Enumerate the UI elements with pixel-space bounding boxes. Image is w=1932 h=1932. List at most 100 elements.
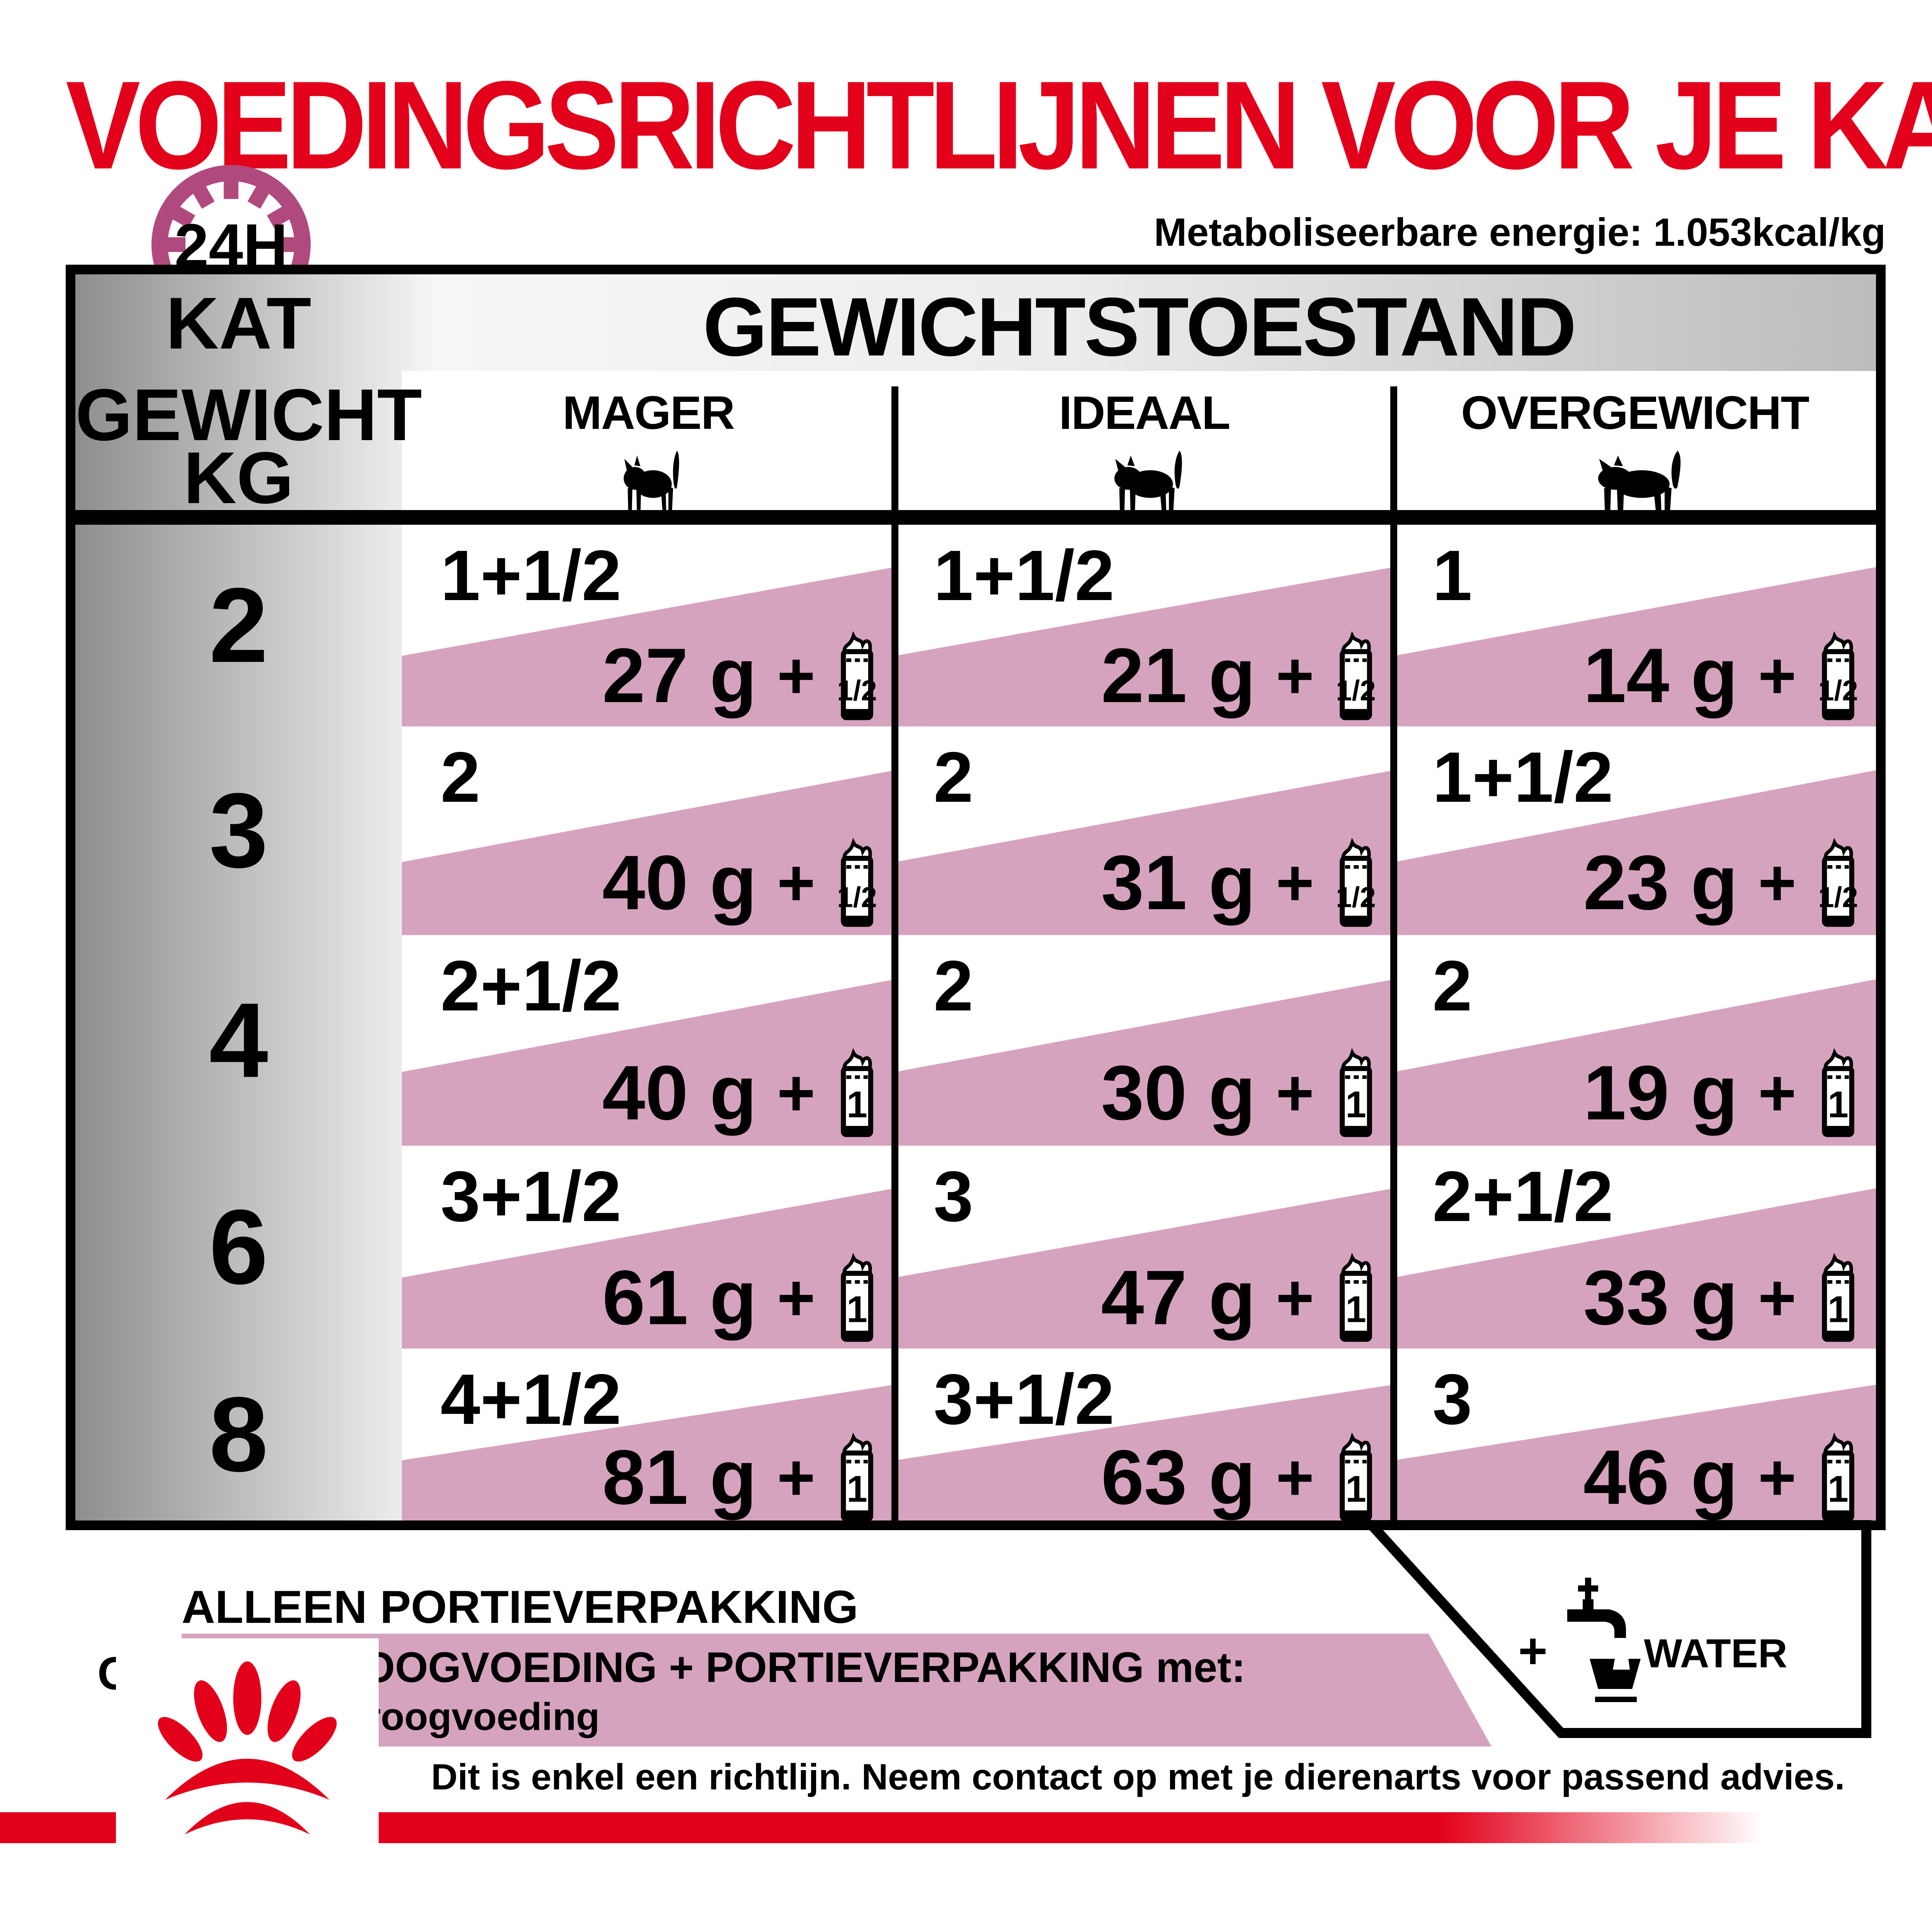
water-plus-sign: + [1518, 1622, 1548, 1679]
feeding-cell: 2+1/2 40 g + 1 [402, 935, 895, 1146]
mix-amount: 19 g + 1 [1583, 1044, 1860, 1141]
pouch-count: 4+1/2 [440, 1360, 622, 1439]
table-row: 6 3+1/2 61 g + 1 3 47 g + [75, 1146, 1876, 1349]
water-tap-icon [1567, 1578, 1641, 1702]
pouch-sachet-icon: 1 [1340, 1253, 1372, 1342]
pouch-sachet-icon: 1/2 [1818, 631, 1858, 720]
mix-amount: 23 g + 1/2 [1583, 835, 1860, 931]
weight-condition-column: MAGER [402, 371, 895, 525]
column-divider [1390, 386, 1397, 1520]
feeding-cell: 4+1/2 81 g + 1 [402, 1349, 895, 1522]
dry-grams: 63 g [1101, 1434, 1256, 1520]
water-label: WATER [1644, 1631, 1787, 1676]
pouch-sachet-icon: 1 [841, 1048, 873, 1137]
sachet-count: 1 [1828, 1084, 1849, 1126]
feeding-cell: 1+1/2 27 g + 1/2 [402, 525, 895, 726]
pouch-count: 2 [934, 738, 973, 817]
mix-amount: 47 g + 1 [1101, 1251, 1378, 1345]
plus-sign: + [1758, 1056, 1796, 1130]
pouch-sachet-icon: 1/2 [837, 838, 877, 927]
page-title: VOEDINGSRICHTLIJNEN VOOR JE KAT [66, 55, 1932, 196]
plus-sign: + [777, 846, 815, 920]
dry-grams: 31 g [1101, 839, 1256, 926]
condition-label: OVERGEWICHT [1461, 386, 1810, 439]
sachet-count: 1 [1345, 1469, 1366, 1510]
weight-kg-value: 6 [209, 1187, 268, 1306]
plus-sign: + [1758, 639, 1796, 713]
pouch-sachet-icon: 1/2 [1818, 838, 1858, 927]
feeding-table: KAT GEWICHTSTOESTAND GEWICHT KG MAGER ID… [66, 265, 1886, 1530]
mix-amount: 46 g + 1 [1583, 1432, 1860, 1522]
sachet-count: 1 [847, 1469, 867, 1510]
sachet-count: 1/2 [1336, 881, 1376, 913]
plus-sign: + [1758, 1261, 1796, 1335]
pouch-sachet-icon: 1 [1822, 1048, 1854, 1137]
weight-col-title-2: GEWICHT [75, 374, 422, 456]
plus-sign: + [1276, 846, 1314, 920]
feeding-cell: 2 40 g + 1/2 [402, 726, 895, 935]
pouch-sachet-icon: 1/2 [837, 631, 877, 720]
condition-columns: MAGER IDEAAL [402, 371, 1876, 525]
condition-label: MAGER [562, 386, 735, 439]
mix-box: MIX: DROOGVOEDING + PORTIEVERPAKKING met… [182, 1634, 1492, 1747]
pouch-sachet-icon: 1/2 [1336, 838, 1376, 927]
dry-grams: 61 g [602, 1254, 757, 1341]
table-row: 8 4+1/2 81 g + 1 3+1/2 63 g + [75, 1349, 1876, 1522]
pouch-count: 3+1/2 [934, 1360, 1115, 1439]
table-rows: 2 1+1/2 27 g + 1/2 1+1/2 21 g + [75, 525, 1876, 1522]
24h-clock-icon: 24H [151, 165, 311, 279]
sachet-count: 1 [1345, 1084, 1366, 1126]
plus-sign: + [777, 1261, 815, 1335]
royal-canin-logo-box [116, 1638, 379, 1886]
feeding-cell: 2+1/2 33 g + 1 [1394, 1146, 1876, 1349]
condition-label: IDEAAL [1059, 386, 1230, 439]
pouch-count: 3+1/2 [440, 1157, 622, 1236]
plus-sign: + [1276, 1440, 1314, 1514]
alleen-label: ALLEEN PORTIEVERPAKKING [182, 1581, 859, 1633]
energy-label: Metaboliseerbare energie: 1.053kcal/kg [1154, 210, 1886, 254]
plus-sign: + [777, 1056, 815, 1130]
table-row: 4 2+1/2 40 g + 1 2 30 g + [75, 935, 1876, 1146]
table-row: 3 2 40 g + 1/2 2 31 g + [75, 726, 1876, 935]
sachet-count: 1 [847, 1084, 867, 1126]
dry-grams: 23 g [1583, 839, 1738, 926]
weight-condition-header: GEWICHTSTOESTAND [702, 280, 1577, 373]
pouch-count: 1+1/2 [1432, 738, 1614, 817]
weight-col-title-1: KAT [166, 282, 311, 364]
mix-amount: 63 g + 1 [1101, 1432, 1378, 1522]
plus-sign: + [1276, 639, 1314, 713]
pouch-sachet-icon: 1 [1822, 1432, 1854, 1522]
mix-amount: 31 g + 1/2 [1101, 835, 1378, 931]
weight-kg-value: 4 [209, 981, 268, 1100]
pouch-count: 1+1/2 [440, 536, 622, 616]
cat-icon [624, 451, 679, 519]
mix-amount: 40 g + 1/2 [602, 835, 879, 931]
plus-sign: + [1276, 1261, 1314, 1335]
dry-grams: 81 g [602, 1434, 757, 1520]
dry-grams: 46 g [1583, 1434, 1738, 1520]
pouch-count: 2 [440, 738, 480, 817]
weight-col-title-3: KG [184, 437, 294, 519]
sachet-count: 1 [1828, 1469, 1849, 1510]
dry-grams: 14 g [1583, 633, 1738, 719]
pouch-sachet-icon: 1 [1340, 1432, 1372, 1522]
sachet-count: 1/2 [837, 881, 877, 913]
pouch-count: 2+1/2 [440, 946, 622, 1026]
feeding-cell: 2 30 g + 1 [895, 935, 1394, 1146]
feeding-cell: 3 46 g + 1 [1394, 1349, 1876, 1522]
dry-grams: 27 g [602, 633, 757, 719]
pouch-count: 1 [1432, 536, 1472, 616]
disclaimer-text: Dit is enkel een richtlijn. Neem contact… [431, 1757, 1845, 1798]
dry-grams: 19 g [1583, 1049, 1738, 1136]
sachet-count: 1 [1345, 1289, 1366, 1330]
pouch-count: 3 [1432, 1360, 1472, 1439]
sachet-count: 1/2 [1818, 675, 1858, 707]
pouch-sachet-icon: 1 [841, 1432, 873, 1522]
pouch-sachet-icon: 1 [841, 1253, 873, 1342]
plus-sign: + [1758, 1440, 1796, 1514]
feeding-cell: 3 47 g + 1 [895, 1146, 1394, 1349]
royal-canin-paw-logo [158, 1661, 337, 1835]
pouch-sachet-icon: 1/2 [1336, 631, 1376, 720]
dry-grams: 30 g [1101, 1049, 1256, 1136]
